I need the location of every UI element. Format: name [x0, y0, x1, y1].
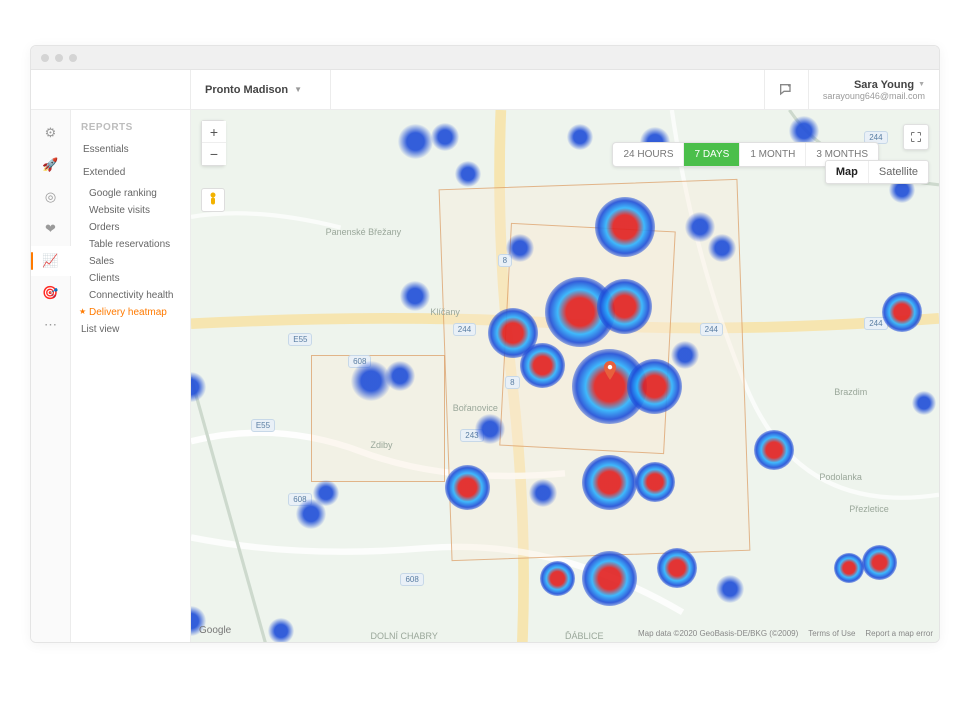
chart-icon[interactable]: 📈: [31, 246, 71, 276]
sidebar-item[interactable]: Sales: [79, 253, 182, 270]
org-name: Pronto Madison: [205, 84, 288, 96]
sidebar-item[interactable]: Google ranking: [79, 185, 182, 202]
app: Pronto Madison ▼ Sara Young ▼ sarayoung6…: [31, 70, 939, 642]
gears-icon[interactable]: ⚙: [31, 118, 71, 148]
place-label: Podolanka: [819, 472, 862, 482]
window-dot-icon: [55, 54, 63, 62]
location-pin-icon: [603, 361, 617, 381]
sidebar-item[interactable]: Clients: [79, 270, 182, 287]
feedback-icon: [778, 82, 794, 98]
rocket-icon[interactable]: 🚀: [31, 150, 71, 180]
range-option[interactable]: 1 MONTH: [740, 143, 806, 166]
delivery-zone: [499, 223, 675, 455]
place-label: DOLNÍ CHABRY: [371, 631, 438, 641]
caret-down-icon: ▼: [294, 85, 302, 94]
window-dot-icon: [69, 54, 77, 62]
delivery-zone: [311, 355, 446, 483]
fullscreen-button[interactable]: [903, 124, 929, 150]
place-label: Panenské Břežany: [326, 227, 402, 237]
map-attribution: Map data ©2020 GeoBasis-DE/BKG (©2009) T…: [638, 629, 933, 638]
browser-titlebar: [31, 46, 939, 70]
maptype-option[interactable]: Satellite: [869, 161, 928, 183]
road-badge: 8: [498, 254, 512, 267]
sidebar-item[interactable]: Connectivity health: [79, 287, 182, 304]
goal-icon[interactable]: 🎯: [31, 278, 71, 308]
body: ⚙🚀◎❤📈🎯⋯ REPORTS Essentials Extended Goog…: [31, 110, 939, 642]
browser-window: Pronto Madison ▼ Sara Young ▼ sarayoung6…: [30, 45, 940, 643]
icon-rail: ⚙🚀◎❤📈🎯⋯: [31, 110, 71, 642]
road-badge: 244: [453, 323, 476, 336]
sidebar-item[interactable]: List view: [79, 321, 182, 338]
report-error-link[interactable]: Report a map error: [865, 629, 933, 638]
zoom-in-button[interactable]: +: [202, 121, 226, 143]
place-label: Zdiby: [371, 440, 393, 450]
place-label: Brazdim: [834, 387, 867, 397]
sidebar-group-essentials[interactable]: Essentials: [81, 141, 182, 158]
map-zoom-control: + −: [201, 120, 225, 166]
user-name: Sara Young: [854, 79, 914, 91]
user-menu[interactable]: Sara Young ▼ sarayoung646@mail.com: [808, 70, 939, 109]
user-email: sarayoung646@mail.com: [823, 91, 925, 101]
road-badge: E55: [288, 333, 312, 346]
range-option[interactable]: 24 HOURS: [613, 143, 684, 166]
topbar-spacer: [31, 70, 191, 109]
heart-icon[interactable]: ❤: [31, 214, 71, 244]
more-icon[interactable]: ⋯: [31, 310, 71, 340]
topbar-flex: [331, 70, 764, 109]
google-logo: Google: [199, 625, 231, 636]
streetview-pegman[interactable]: [201, 188, 225, 212]
map-area[interactable]: Panenské Břežany Klíčany Brazdim Přezletice…: [191, 110, 939, 642]
place-label: Bořanovice: [453, 403, 498, 413]
road-badge: 608: [288, 493, 311, 506]
feedback-button[interactable]: [764, 70, 808, 109]
fullscreen-icon: [910, 131, 922, 143]
topbar: Pronto Madison ▼ Sara Young ▼ sarayoung6…: [31, 70, 939, 110]
maptype-option[interactable]: Map: [826, 161, 869, 183]
sidebar-item[interactable]: Website visits: [79, 202, 182, 219]
range-option[interactable]: 7 DAYS: [684, 143, 740, 166]
caret-down-icon: ▼: [918, 81, 925, 88]
road-badge: 244: [864, 317, 887, 330]
reports-sidepanel: REPORTS Essentials Extended Google ranki…: [71, 110, 191, 642]
sidebar-item[interactable]: Delivery heatmap: [79, 304, 182, 321]
road-badge: 244: [700, 323, 723, 336]
sidebar-item[interactable]: Table reservations: [79, 236, 182, 253]
place-label: ĎÁBLICE: [565, 631, 604, 641]
road-badge: 608: [400, 573, 423, 586]
place-label: Přezletice: [849, 504, 889, 514]
sidebar-group-extended[interactable]: Extended: [81, 164, 182, 181]
road-badge: E55: [251, 419, 275, 432]
target-icon[interactable]: ◎: [31, 182, 71, 212]
sidebar-item[interactable]: Orders: [79, 219, 182, 236]
zoom-out-button[interactable]: −: [202, 143, 226, 165]
map-data-attrib: Map data ©2020 GeoBasis-DE/BKG (©2009): [638, 629, 798, 638]
map-type-control: MapSatellite: [825, 160, 929, 184]
place-label: Klíčany: [430, 307, 460, 317]
terms-link[interactable]: Terms of Use: [808, 629, 855, 638]
stage: Pronto Madison ▼ Sara Young ▼ sarayoung6…: [0, 0, 970, 703]
pegman-icon: [207, 192, 219, 208]
reports-heading: REPORTS: [81, 122, 182, 133]
window-dot-icon: [41, 54, 49, 62]
org-selector[interactable]: Pronto Madison ▼: [191, 70, 331, 109]
road-badge: 8: [505, 376, 519, 389]
road-badge: 243: [460, 429, 483, 442]
road-badge: 608: [348, 355, 371, 368]
